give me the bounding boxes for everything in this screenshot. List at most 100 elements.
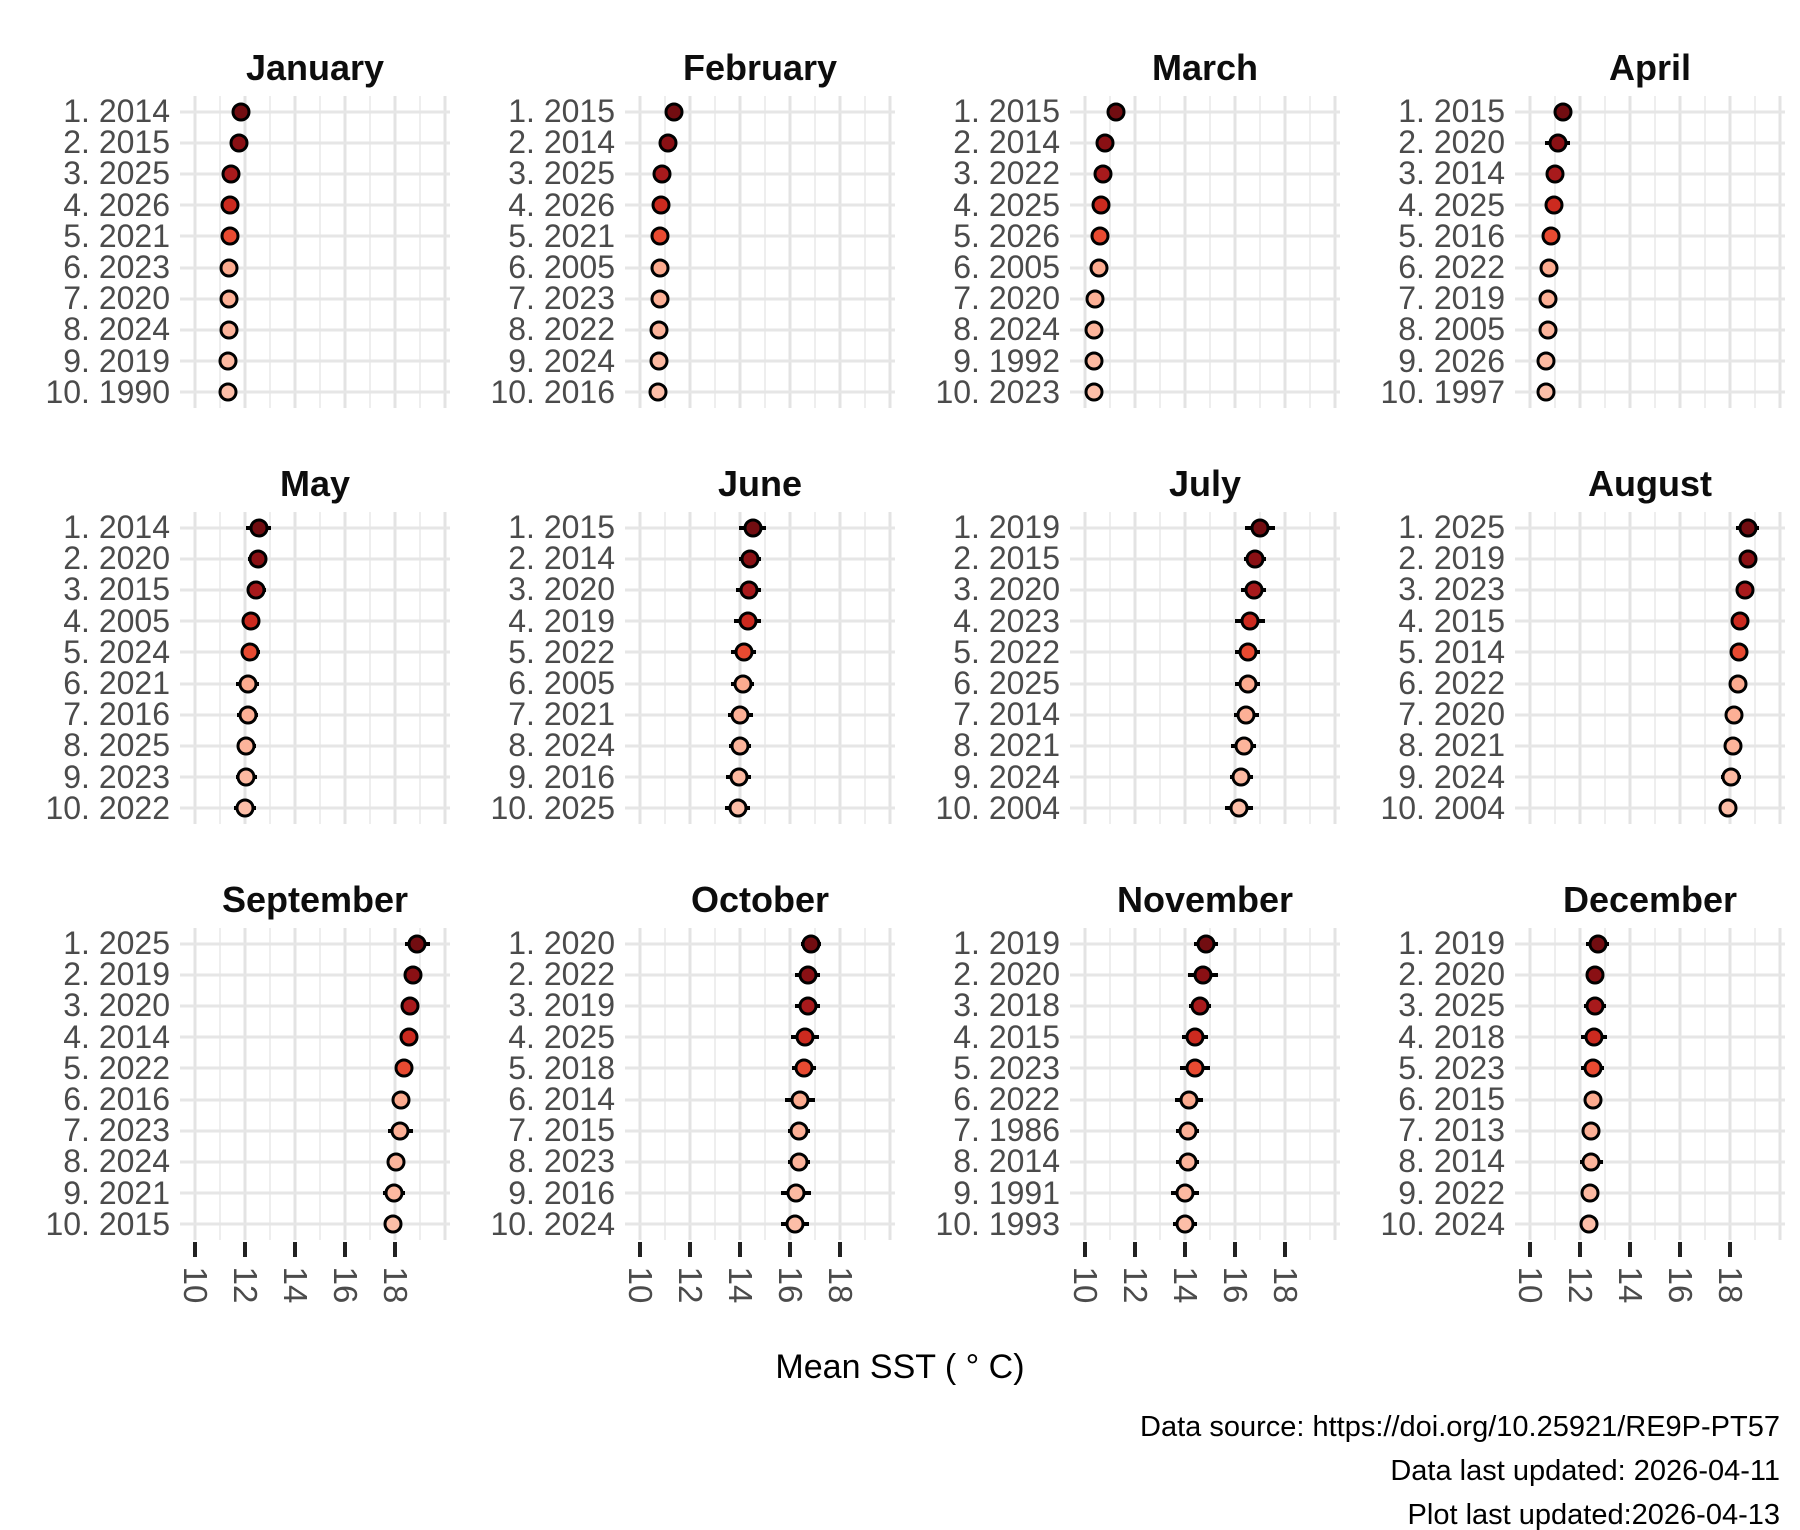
- facet-title: August: [1588, 463, 1712, 504]
- x-tick: [1133, 1242, 1137, 1257]
- ylabel: 6. 2016: [63, 1080, 170, 1117]
- ylabel: 4. 2014: [63, 1018, 170, 1055]
- x-tick: [738, 1242, 742, 1257]
- ylabel: 8. 2021: [1398, 727, 1505, 764]
- dot: [1084, 382, 1104, 402]
- x-tick: [1183, 1242, 1187, 1257]
- dot: [1238, 642, 1257, 662]
- ylabel-column: 1. 2019 2. 2015 3. 2020 4. 2023 5. 2022 6. 20…: [895, 511, 1070, 826]
- panel-row: [625, 1146, 895, 1177]
- facet-title: July: [1168, 463, 1242, 504]
- x-tick: [838, 1242, 842, 1257]
- facet-june: June 1. 2015 2. 2014 3. 2020 4. 2019 5. 2022 6…: [450, 456, 895, 824]
- panel: [1515, 928, 1785, 1240]
- dot: [1585, 965, 1605, 985]
- x-tick-label: 18: [377, 1266, 414, 1304]
- dot: [1735, 580, 1755, 600]
- panel-row: [1515, 377, 1785, 408]
- dot: [391, 1090, 411, 1110]
- panel-row: [180, 96, 450, 127]
- dot: [400, 996, 420, 1016]
- dot: [798, 965, 817, 985]
- ylabel: 7. 2013: [1398, 1112, 1505, 1149]
- x-tick-label: 18: [1712, 1266, 1749, 1304]
- dot: [1185, 1027, 1205, 1047]
- panel-row: [1515, 1178, 1785, 1209]
- ylabel: 9. 1992: [953, 342, 1060, 379]
- panel-row: [1070, 637, 1340, 668]
- facet-title: February: [682, 47, 838, 88]
- panel-row: [625, 1209, 895, 1240]
- x-tick: [1728, 1242, 1732, 1257]
- panel-row: [1515, 190, 1785, 221]
- dot: [650, 226, 670, 246]
- panel-row: [180, 221, 450, 252]
- dot: [1193, 965, 1212, 985]
- x-tick-label: 14: [277, 1266, 314, 1304]
- dot: [390, 1121, 410, 1141]
- ylabel: 8. 2014: [1398, 1143, 1505, 1180]
- dot: [1093, 164, 1112, 184]
- ylabel: 9. 2022: [1398, 1174, 1505, 1211]
- ylabel: 3. 2015: [63, 571, 170, 608]
- x-tick-label: 12: [227, 1266, 264, 1304]
- ylabel: 10. 2004: [935, 789, 1060, 826]
- panel-row: [180, 793, 450, 824]
- panel: [180, 512, 450, 824]
- dot: [1584, 1027, 1604, 1047]
- panel-row: [1070, 190, 1340, 221]
- ylabel: 6. 2005: [508, 248, 615, 285]
- dot: [1085, 289, 1105, 309]
- dot: [786, 1183, 806, 1203]
- panel-row: [625, 959, 895, 990]
- ylabel: 6. 2005: [953, 248, 1060, 285]
- panel-row: [625, 637, 895, 668]
- ylabel: 7. 2020: [953, 280, 1060, 317]
- ylabel: 1. 2025: [63, 925, 170, 961]
- panel-row: [180, 730, 450, 761]
- panel: [1515, 96, 1785, 408]
- dot: [219, 289, 239, 309]
- x-tick-label: 10: [177, 1266, 214, 1304]
- caption-line-plot-updated: Plot last updated:2026-04-13: [1407, 1499, 1780, 1530]
- facet-april: April 1. 2015 2. 2020 3. 2014 4. 2025 5. 2016…: [1340, 40, 1785, 408]
- x-tick-label: 12: [672, 1266, 709, 1304]
- ylabel: 10. 2016: [490, 373, 615, 410]
- ylabel-column: 1. 2015 2. 2014 3. 2022 4. 2025 5. 2026 6. 20…: [895, 95, 1070, 408]
- dot: [1538, 320, 1557, 340]
- panel-row: [1515, 793, 1785, 824]
- panel: [1070, 928, 1340, 1240]
- panel-row: [180, 668, 450, 699]
- ylabel: 9. 2021: [63, 1174, 170, 1211]
- panel-row: [180, 1178, 450, 1209]
- dot: [1583, 1058, 1602, 1078]
- dot: [1106, 102, 1126, 122]
- dot: [1095, 133, 1115, 153]
- ylabel: 5. 2022: [508, 633, 615, 670]
- x-tick: [1283, 1242, 1287, 1257]
- ylabel: 5. 2014: [1398, 633, 1505, 670]
- dot: [246, 580, 266, 600]
- ylabel: 4. 2018: [1398, 1018, 1505, 1055]
- dot: [386, 1152, 406, 1172]
- facet-title: January: [245, 47, 385, 88]
- ylabel: 5. 2023: [1398, 1049, 1505, 1086]
- ylabel: 6. 2022: [1398, 248, 1505, 285]
- panel-row: [180, 1053, 450, 1084]
- panel-row: [1515, 283, 1785, 314]
- ylabel: 10. 1990: [45, 373, 170, 410]
- panel-row: [625, 346, 895, 377]
- ylabel: 8. 2024: [508, 727, 615, 764]
- ylabel: 1. 2019: [1398, 925, 1505, 961]
- ylabel: 3. 2022: [953, 155, 1060, 192]
- facet-november: November 1. 2019 2. 2020 3. 2018 4. 2015 5. 2…: [895, 872, 1340, 1240]
- ylabel: 6. 2022: [1398, 664, 1505, 701]
- panel-row: [1070, 990, 1340, 1021]
- ylabel: 2. 2015: [63, 124, 170, 161]
- dot: [648, 382, 667, 402]
- panel-row: [180, 543, 450, 574]
- ylabel: 10. 2004: [1380, 789, 1505, 826]
- panel-row: [625, 668, 895, 699]
- x-tick-label: 16: [772, 1266, 809, 1304]
- panel-row: [1515, 668, 1785, 699]
